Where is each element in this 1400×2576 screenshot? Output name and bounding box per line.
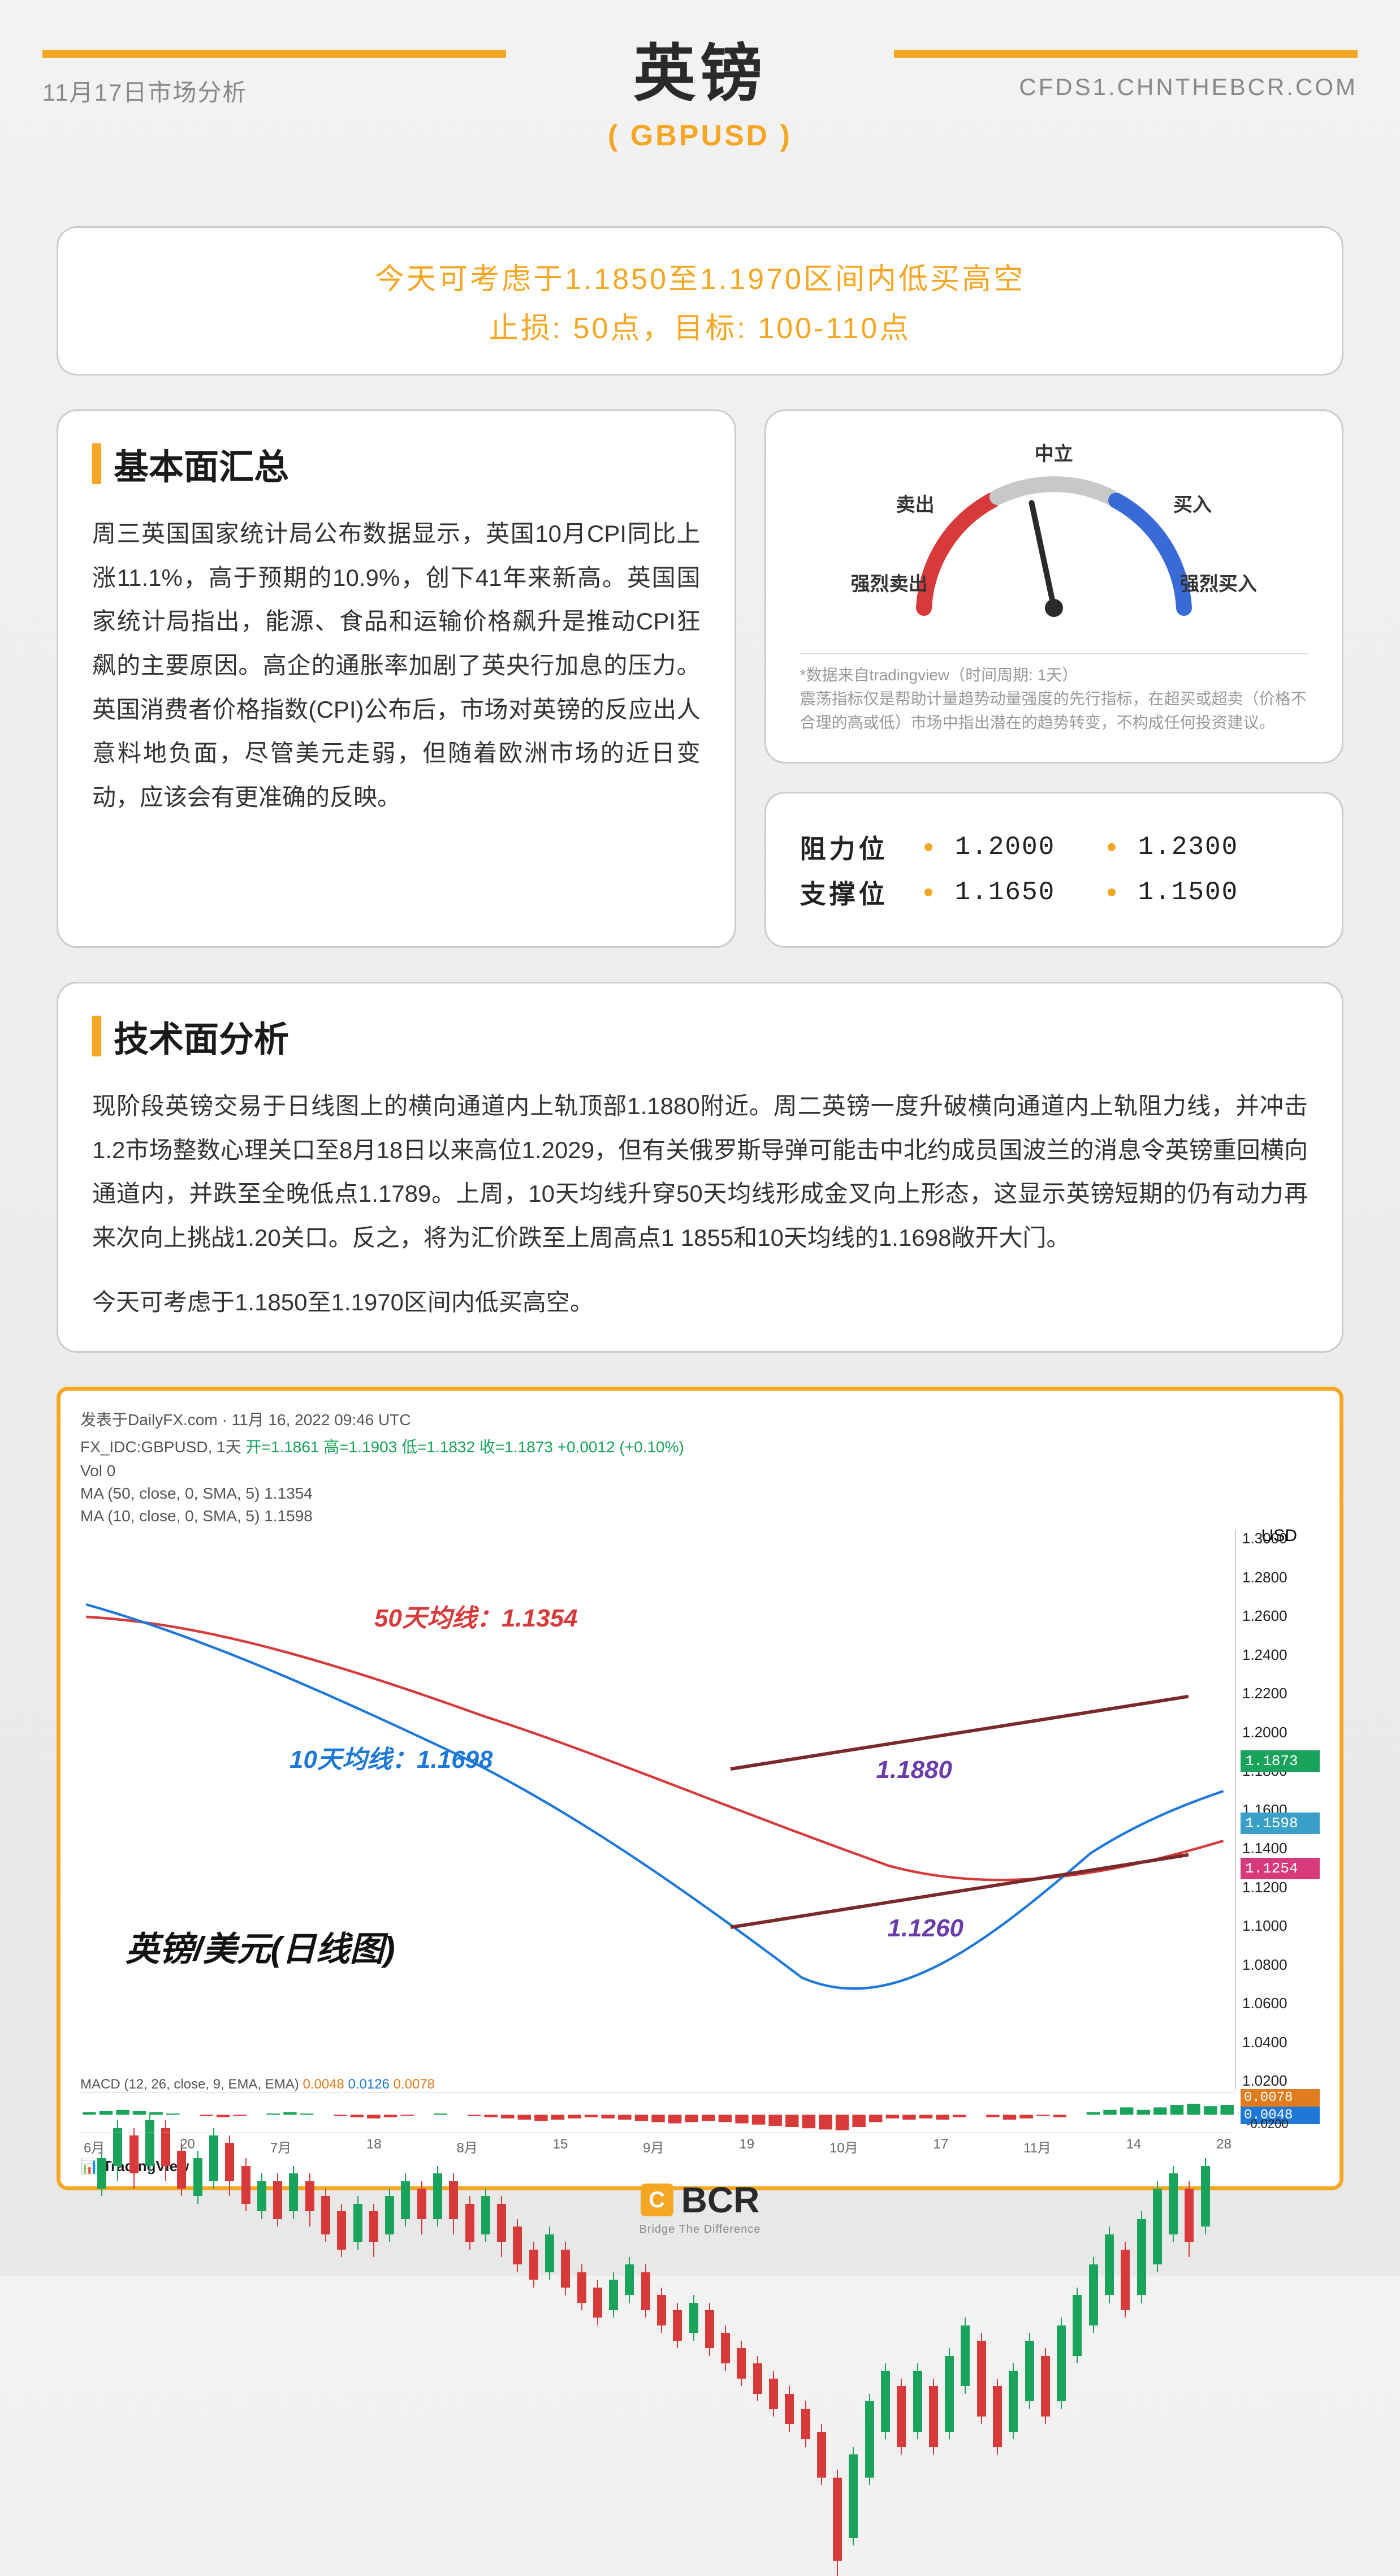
support-1: 1.1650 bbox=[955, 878, 1085, 907]
strategy-text-2: 止损: 50点，目标: 100-110点 bbox=[92, 304, 1308, 347]
gauge-label-strong-sell: 强烈卖出 bbox=[851, 568, 928, 596]
gauge-svg bbox=[856, 438, 1252, 631]
resistance-1: 1.2000 bbox=[955, 832, 1085, 862]
gauge-note-desc: 震荡指标仅是帮助计量趋势动量强度的先行指标，在超买或超卖（价格不合理的高或低）市… bbox=[800, 687, 1308, 735]
x-axis: 6月207月188月159月1910月1711月1428 bbox=[80, 2133, 1235, 2152]
chart-title: 英镑/美元(日线图) bbox=[126, 1922, 395, 1971]
candlestick-series bbox=[80, 1530, 1235, 2090]
resistance-row: 阻力位 1.2000 1.2300 bbox=[800, 829, 1308, 866]
price-annotation-1260: 1.1260 bbox=[887, 1914, 963, 1943]
chart-source: 📊 TradingView bbox=[80, 2158, 1320, 2175]
gauge-note-source: *数据来自tradingview（时间周期: 1天） bbox=[800, 663, 1308, 687]
gauge-label-neutral: 中立 bbox=[1035, 438, 1073, 466]
chart-low: 低=1.1832 bbox=[401, 1438, 475, 1456]
macd-val-2: 0.0126 bbox=[348, 2077, 390, 2092]
brand-name: BCR bbox=[681, 2179, 760, 2221]
technical-para-1: 现阶段英镑交易于日线图上的横向通道内上轨顶部1.1880附近。周二英镑一度升破横… bbox=[92, 1084, 1308, 1260]
gauge-label-buy: 买入 bbox=[1173, 489, 1212, 517]
chart-symbol-line: FX_IDC:GBPUSD, 1天 开=1.1861 高=1.1903 低=1.… bbox=[80, 1435, 1320, 1457]
technical-para-2: 今天可考虑于1.1850至1.1970区间内低买高空。 bbox=[92, 1280, 1308, 1324]
date-label: 11月17日市场分析 bbox=[42, 74, 247, 108]
strategy-card: 今天可考虑于1.1850至1.1970区间内低买高空 止损: 50点，目标: 1… bbox=[57, 226, 1343, 376]
support-2: 1.1500 bbox=[1138, 878, 1268, 907]
macd-bottom-val: -0.0200 bbox=[1241, 2117, 1320, 2131]
chart-plot: 50天均线：1.1354 10天均线：1.1698 1.1880 1.1260 … bbox=[80, 1530, 1235, 2090]
y-axis: 1.30001.28001.26001.24001.22001.20001.18… bbox=[1235, 1530, 1320, 2090]
support-label: 支撑位 bbox=[800, 874, 902, 911]
site-url: CFDS1.CHNTHEBCR.COM bbox=[1019, 74, 1358, 101]
bullet-icon bbox=[1108, 888, 1116, 896]
bullet-icon bbox=[924, 843, 932, 851]
macd-val-3: 0.0078 bbox=[394, 2077, 435, 2092]
macd-label: MACD (12, 26, close, 9, EMA, EMA) 0.0048… bbox=[80, 2077, 435, 2092]
macd-panel: MACD (12, 26, close, 9, EMA, EMA) 0.0048… bbox=[80, 2092, 1235, 2130]
footer-logo: C BCR bbox=[641, 2179, 760, 2221]
chart-vol-line: Vol 0 bbox=[80, 1462, 1320, 1480]
gauge-label-sell: 卖出 bbox=[896, 489, 935, 517]
logo-mark-icon: C bbox=[641, 2184, 673, 2216]
ma50-annotation: 50天均线：1.1354 bbox=[374, 1598, 578, 1634]
chart-high: 高=1.1903 bbox=[323, 1438, 397, 1456]
bullet-icon bbox=[924, 888, 932, 896]
technical-title: 技术面分析 bbox=[92, 1011, 1308, 1062]
sentiment-gauge-card: 中立 卖出 买入 强烈卖出 强烈买入 *数据来自tradingview（时间周期… bbox=[764, 409, 1343, 763]
header-rule-left bbox=[42, 50, 506, 58]
fundamentals-body: 周三英国国家统计局公布数据显示，英国10月CPI同比上涨11.1%，高于预期的1… bbox=[92, 512, 701, 819]
gauge-chart: 中立 卖出 买入 强烈卖出 强烈买入 bbox=[800, 438, 1308, 642]
price-tag-ma50: 1.1254 bbox=[1241, 1858, 1320, 1879]
footer-tagline: Bridge The Difference bbox=[0, 2223, 1400, 2236]
fundamentals-card: 基本面汇总 周三英国国家统计局公布数据显示，英国10月CPI同比上涨11.1%，… bbox=[57, 409, 736, 948]
strategy-text-1: 今天可考虑于1.1850至1.1970区间内低买高空 bbox=[92, 255, 1308, 297]
chart-change: +0.0012 (+0.10%) bbox=[558, 1438, 684, 1456]
chart-pub-line: 发表于DailyFX.com · 11月 16, 2022 09:46 UTC bbox=[80, 1408, 1320, 1430]
page-subtitle: ( GBPUSD ) bbox=[608, 119, 792, 153]
header: 11月17日市场分析 CFDS1.CHNTHEBCR.COM 英镑 ( GBPU… bbox=[0, 0, 1400, 158]
macd-val-1: 0.0048 bbox=[303, 2077, 344, 2092]
divider bbox=[800, 653, 1308, 654]
gauge-label-strong-buy: 强烈买入 bbox=[1180, 568, 1257, 596]
chart-symbol: FX_IDC:GBPUSD, 1天 bbox=[80, 1438, 241, 1456]
chart-ma50-line: MA (50, close, 0, SMA, 5) 1.1354 bbox=[80, 1485, 1320, 1503]
page-title: 英镑 bbox=[608, 23, 792, 113]
price-tag-ma10: 1.1598 bbox=[1241, 1813, 1320, 1834]
support-row: 支撑位 1.1650 1.1500 bbox=[800, 874, 1308, 911]
section-bar-icon bbox=[92, 443, 101, 484]
footer: C BCR Bridge The Difference bbox=[0, 2179, 1400, 2236]
technical-title-text: 技术面分析 bbox=[114, 1011, 289, 1062]
technical-card: 技术面分析 现阶段英镑交易于日线图上的横向通道内上轨顶部1.1880附近。周二英… bbox=[57, 982, 1343, 1353]
price-chart-card: 发表于DailyFX.com · 11月 16, 2022 09:46 UTC … bbox=[57, 1387, 1343, 2190]
price-tag-last: 1.1873 bbox=[1241, 1750, 1320, 1772]
title-block: 英镑 ( GBPUSD ) bbox=[608, 23, 792, 153]
macd-tag-1: 0.0078 bbox=[1241, 2089, 1320, 2107]
chart-open: 开=1.1861 bbox=[246, 1438, 319, 1456]
bullet-icon bbox=[1108, 843, 1116, 851]
section-bar-icon bbox=[92, 1016, 101, 1056]
chart-ma10-line: MA (10, close, 0, SMA, 5) 1.1598 bbox=[80, 1507, 1320, 1525]
fundamentals-title: 基本面汇总 bbox=[92, 438, 701, 489]
levels-card: 阻力位 1.2000 1.2300 支撑位 1.1650 1.1500 bbox=[764, 792, 1343, 948]
macd-bars bbox=[80, 2092, 1235, 2130]
resistance-label: 阻力位 bbox=[800, 829, 902, 866]
fundamentals-title-text: 基本面汇总 bbox=[114, 438, 289, 489]
resistance-2: 1.2300 bbox=[1138, 832, 1268, 862]
macd-label-text: MACD (12, 26, close, 9, EMA, EMA) bbox=[80, 2077, 299, 2092]
chart-close: 收=1.1873 bbox=[479, 1438, 553, 1456]
chart-area: USD 1.30001.28001.26001.24001.22001.2000… bbox=[80, 1530, 1320, 2152]
ma10-annotation: 10天均线：1.1698 bbox=[289, 1739, 493, 1775]
price-annotation-1880: 1.1880 bbox=[876, 1756, 952, 1784]
header-rule-right bbox=[894, 50, 1358, 58]
